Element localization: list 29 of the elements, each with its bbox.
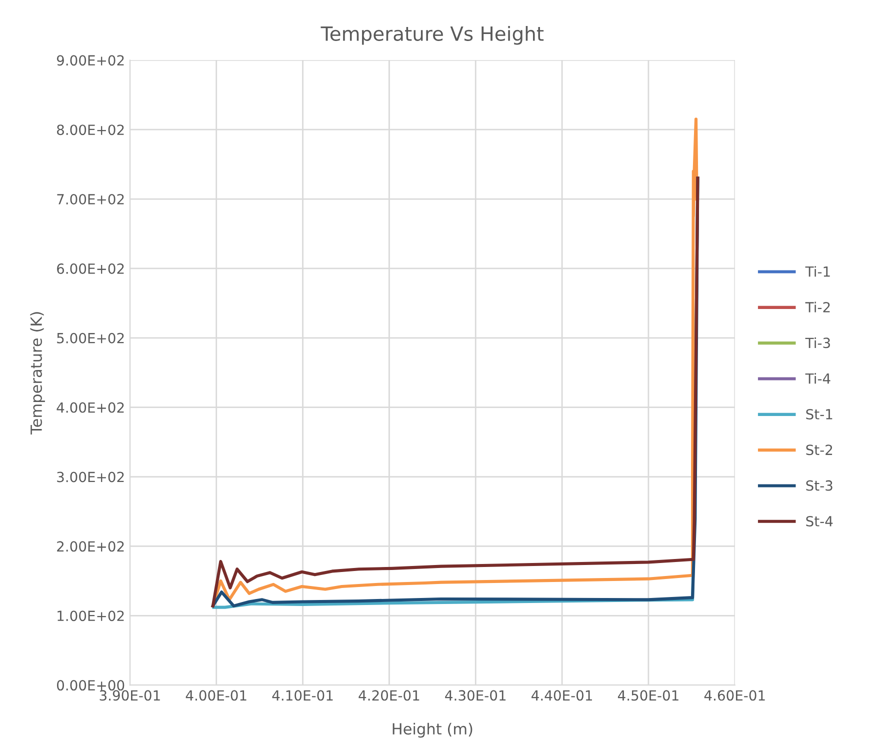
x-tick-label: 4.40E-01 [532, 690, 592, 701]
y-tick-label: 9.00E+02 [56, 55, 124, 66]
y-tick-label: 0.00E+00 [56, 680, 124, 691]
x-axis-title: Height (m) [392, 722, 472, 738]
legend-label: St-1 [806, 408, 832, 420]
y-tick-label: 5.00E+02 [57, 332, 124, 344]
legend-label: St-4 [806, 516, 833, 526]
legend-label: Ti-1 [805, 266, 830, 277]
y-tick-label: 2.00E+02 [57, 541, 124, 552]
y-axis-title: Temperature (K) [30, 312, 45, 434]
legend-label: Ti-2 [805, 302, 830, 312]
x-tick-label: 4.30E-01 [445, 690, 506, 701]
x-tick-label: 4.00E-01 [186, 690, 246, 701]
x-tick-label: 4.10E-01 [272, 690, 333, 701]
legend-label: Ti-4 [805, 373, 830, 384]
y-tick-label: 6.00E+02 [57, 263, 124, 274]
x-tick-label: 4.20E-01 [358, 690, 420, 701]
x-tick-label: 4.50E-01 [618, 690, 678, 701]
y-tick-label: 3.00E+02 [57, 472, 124, 482]
legend-label: Ti-3 [805, 337, 830, 348]
chart-title: Temperature Vs Height [320, 26, 544, 45]
legend-label: St-2 [806, 444, 832, 456]
legend-label: St-3 [806, 480, 832, 491]
y-tick-label: 7.00E+02 [57, 194, 124, 205]
y-tick-label: 4.00E+02 [56, 402, 124, 413]
x-tick-label: 4.60E-01 [704, 690, 765, 701]
y-tick-label: 8.00E+02 [57, 124, 124, 136]
y-tick-label: 1.00E+02 [58, 610, 124, 622]
x-tick-label: 3.90E-01 [100, 690, 160, 701]
